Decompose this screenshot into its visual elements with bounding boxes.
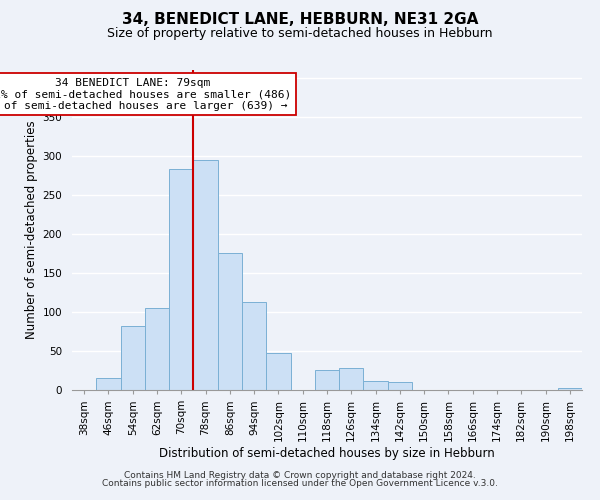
Text: 34, BENEDICT LANE, HEBBURN, NE31 2GA: 34, BENEDICT LANE, HEBBURN, NE31 2GA (122, 12, 478, 28)
Bar (558, 388, 582, 390)
Bar (169, 169, 193, 390)
Text: Contains HM Land Registry data © Crown copyright and database right 2024.: Contains HM Land Registry data © Crown c… (124, 471, 476, 480)
Text: Contains public sector information licensed under the Open Government Licence v.: Contains public sector information licen… (102, 478, 498, 488)
Bar (364, 380, 388, 390)
Bar (339, 368, 364, 390)
Bar (388, 382, 412, 390)
Bar (96, 378, 121, 390)
Text: 34 BENEDICT LANE: 79sqm
← 41% of semi-detached houses are smaller (486)
54% of s: 34 BENEDICT LANE: 79sqm ← 41% of semi-de… (0, 78, 292, 111)
Y-axis label: Number of semi-detached properties: Number of semi-detached properties (25, 120, 38, 340)
Text: Size of property relative to semi-detached houses in Hebburn: Size of property relative to semi-detach… (107, 28, 493, 40)
Bar (121, 326, 145, 390)
Bar (266, 354, 290, 390)
X-axis label: Distribution of semi-detached houses by size in Hebburn: Distribution of semi-detached houses by … (159, 446, 495, 460)
Bar (218, 254, 242, 390)
Bar (315, 370, 339, 390)
Bar (145, 308, 169, 390)
Bar (242, 302, 266, 390)
Bar (193, 160, 218, 390)
